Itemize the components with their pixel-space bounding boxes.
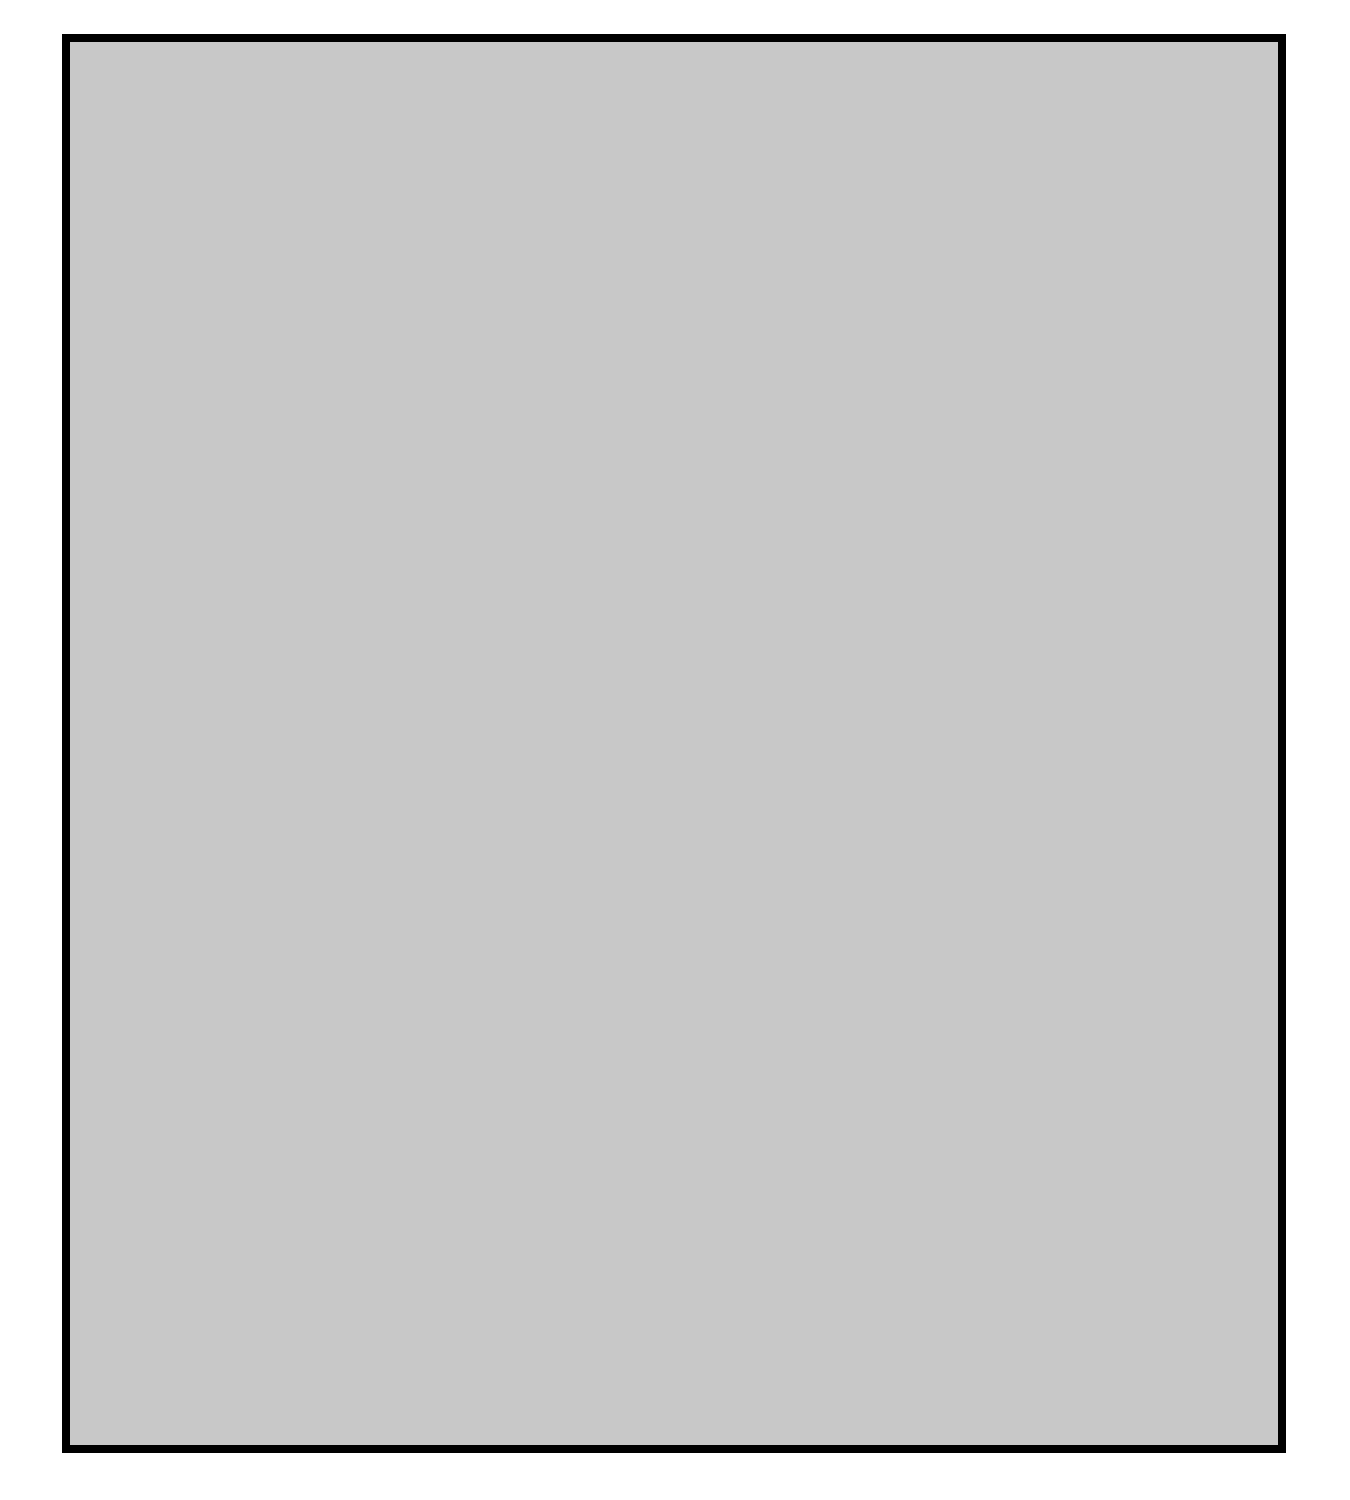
map-plot-area[interactable] [70,42,1278,1445]
contour-and-grid-overlay [70,42,1278,1445]
sst-heatmap-canvas [70,42,1278,1445]
